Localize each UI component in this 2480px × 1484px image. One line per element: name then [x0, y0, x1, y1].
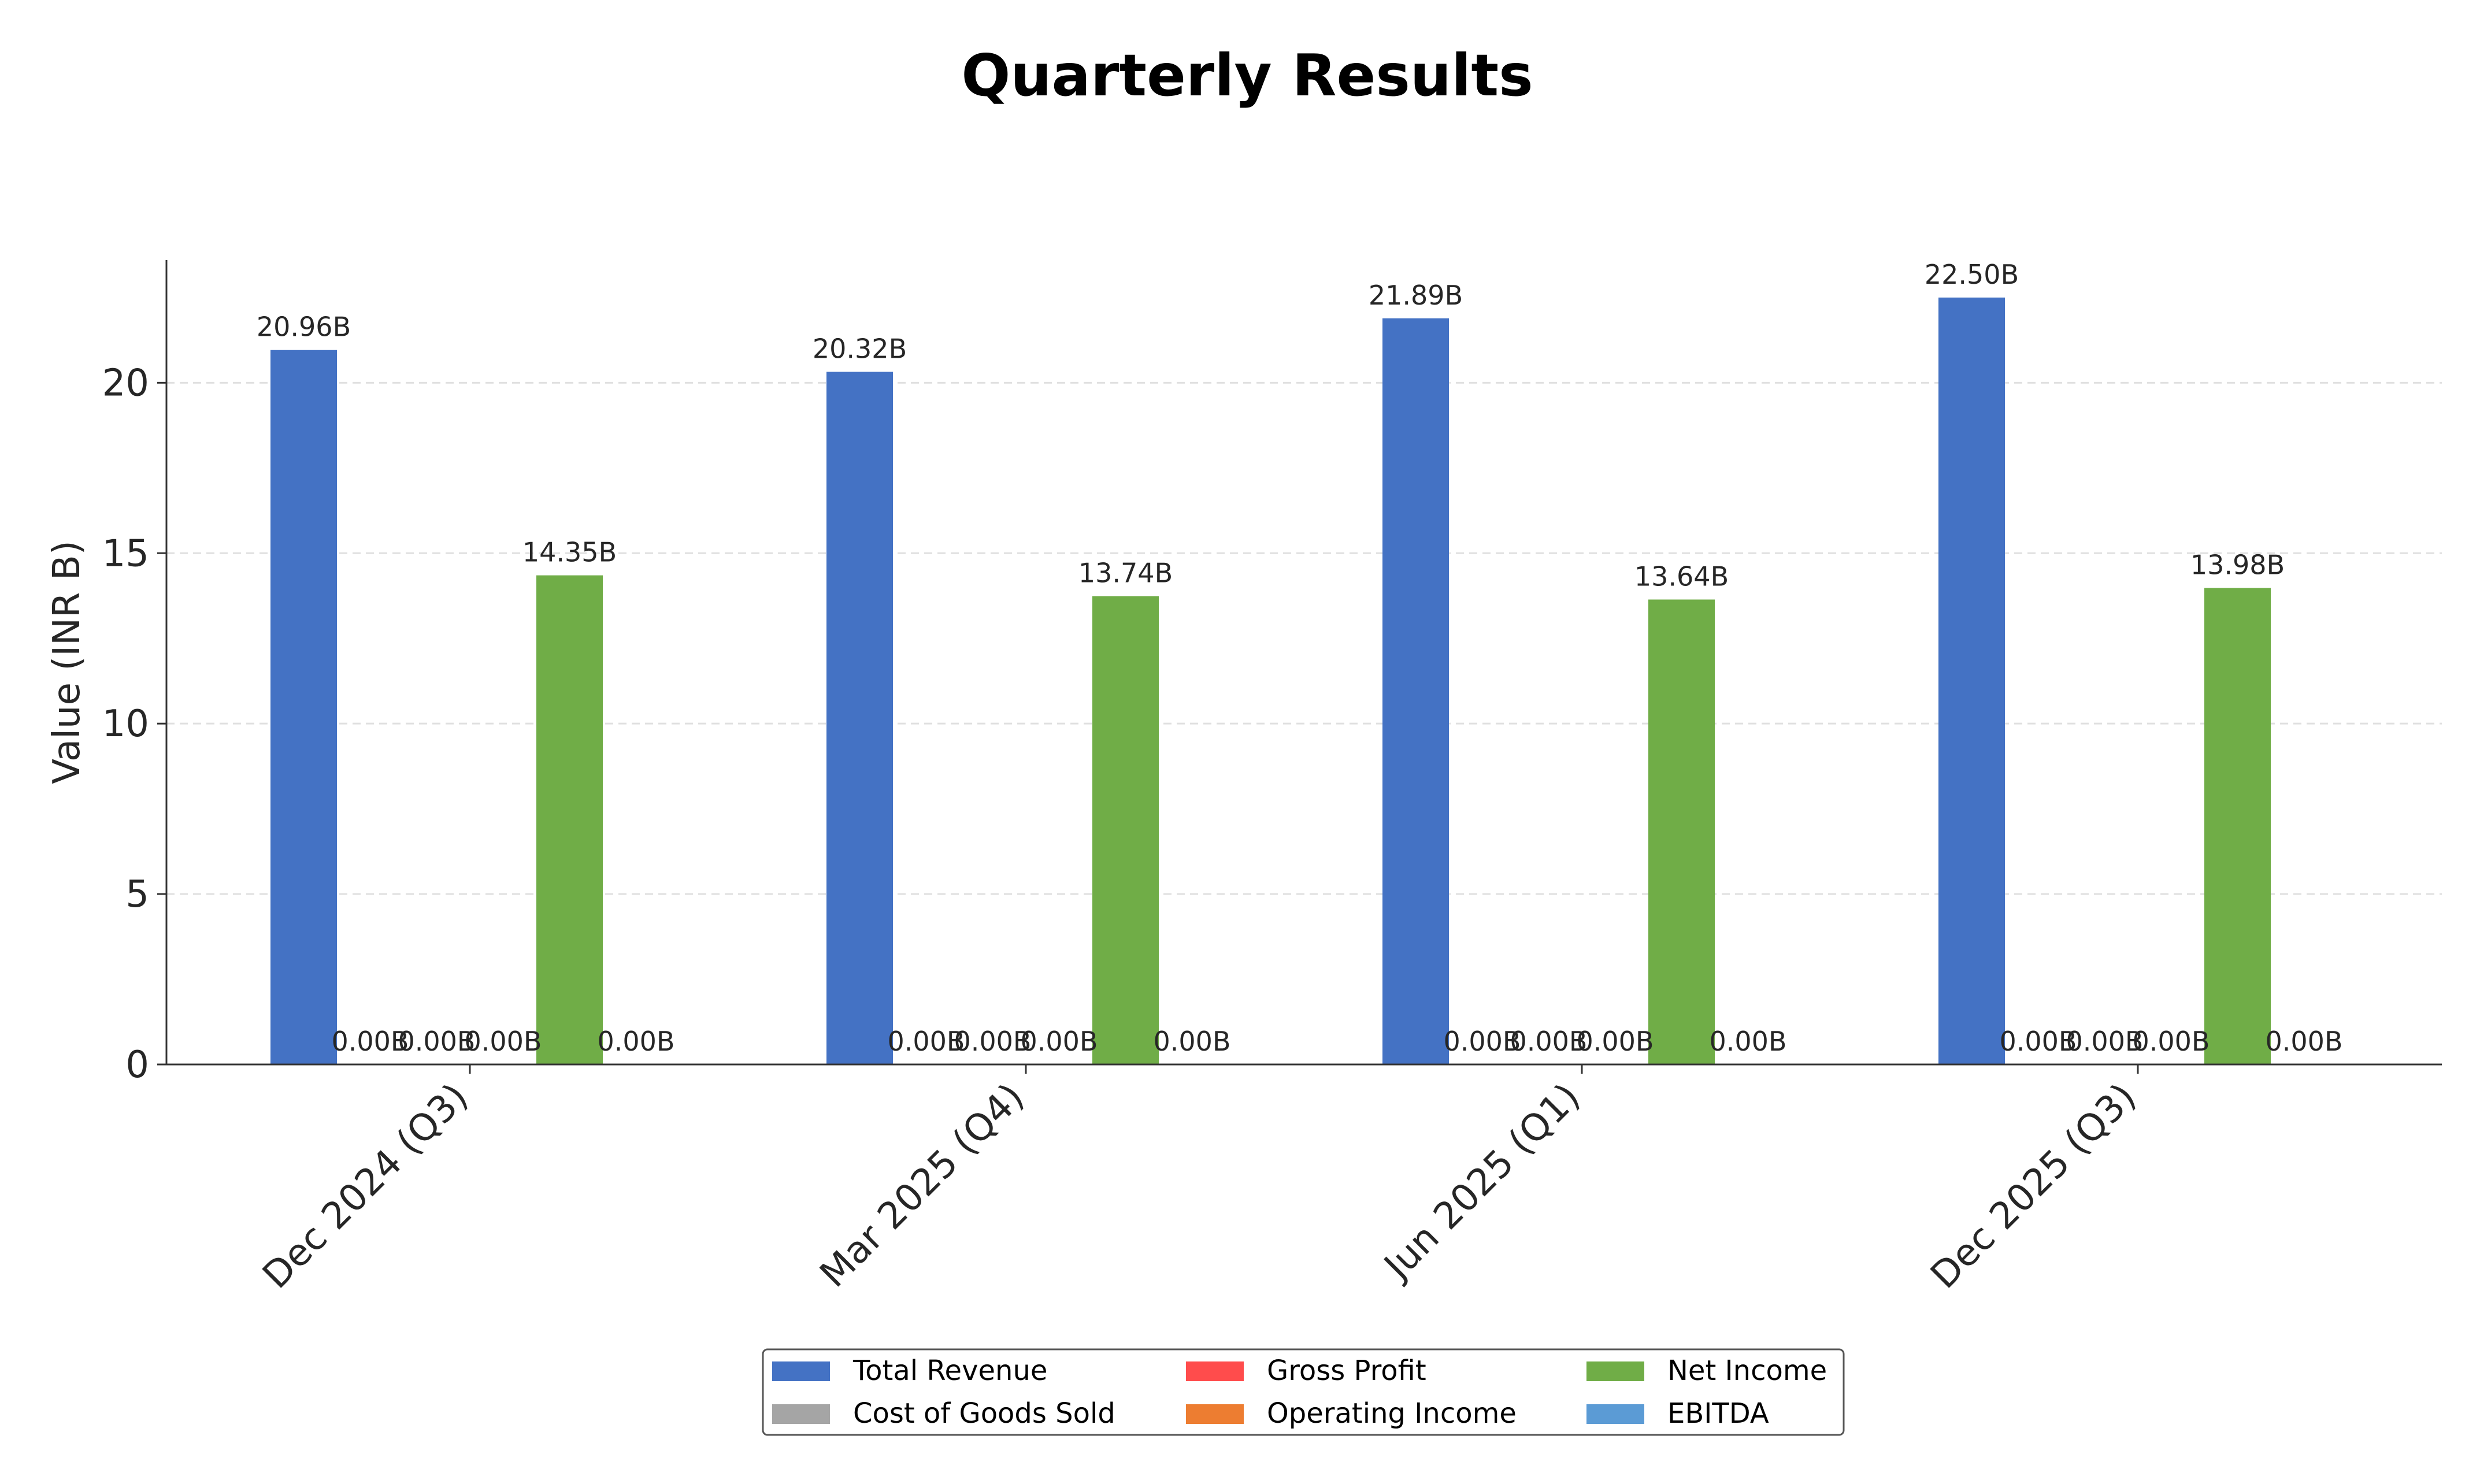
legend-label: Gross Profit	[1267, 1355, 1426, 1387]
legend-swatch	[1586, 1361, 1644, 1381]
y-axis-label: Value (INR B)	[46, 540, 88, 784]
bar	[1382, 318, 1449, 1064]
data-label: 0.00B	[2000, 1026, 2077, 1057]
data-label: 0.00B	[1154, 1026, 1231, 1057]
data-label: 0.00B	[954, 1026, 1032, 1057]
data-label: 0.00B	[1577, 1026, 1654, 1057]
data-labels: 20.96B0.00B0.00B0.00B14.35B0.00B20.32B0.…	[257, 259, 2343, 1057]
y-tick-label: 20	[102, 362, 149, 405]
data-label: 0.00B	[598, 1026, 675, 1057]
axes	[165, 260, 2442, 1066]
data-label: 0.00B	[1710, 1026, 1787, 1057]
data-label: 0.00B	[2266, 1026, 2343, 1057]
y-tick-label: 10	[102, 703, 149, 745]
x-tick-label: Dec 2024 (Q3)	[255, 1075, 477, 1297]
y-tick-label: 0	[125, 1044, 149, 1086]
bar	[1938, 297, 2005, 1064]
bar	[1648, 599, 1715, 1064]
legend[interactable]: Total Revenue Cost of Goods Sold Gross Pro…	[762, 1348, 1845, 1436]
data-label: 20.96B	[257, 311, 351, 343]
data-label: 0.00B	[1021, 1026, 1098, 1057]
legend-label: EBITDA	[1667, 1397, 1769, 1430]
x-ticks: Dec 2024 (Q3) Mar 2025 (Q4) Jun 2025 (Q1) D…	[255, 1064, 2145, 1297]
data-label: 13.98B	[2190, 549, 2285, 580]
data-label: 20.32B	[813, 333, 907, 364]
data-label: 21.89B	[1369, 280, 1463, 311]
bar	[270, 350, 337, 1064]
bar	[826, 372, 893, 1065]
legend-label: Net Income	[1667, 1355, 1827, 1387]
y-tick-label: 15	[102, 532, 149, 575]
y-tick-label: 5	[125, 873, 149, 916]
data-label: 0.00B	[1510, 1026, 1588, 1057]
legend-label: Cost of Goods Sold	[853, 1397, 1115, 1430]
bar	[2204, 588, 2271, 1064]
bar	[536, 575, 603, 1064]
bars	[270, 297, 2271, 1065]
legend-swatch	[1186, 1361, 1244, 1381]
data-label: 0.00B	[398, 1026, 476, 1057]
x-tick-label: Dec 2025 (Q3)	[1923, 1075, 2145, 1297]
bar	[1092, 596, 1159, 1064]
data-label: 14.35B	[522, 537, 617, 568]
y-ticks: 0 5 10 15 20	[102, 362, 166, 1086]
data-label: 13.74B	[1078, 558, 1173, 589]
data-label: 0.00B	[2066, 1026, 2144, 1057]
legend-swatch	[772, 1404, 830, 1424]
x-tick-label: Jun 2025 (Q1)	[1375, 1075, 1589, 1289]
chart-title: Quarterly Results	[961, 42, 1533, 109]
legend-label: Operating Income	[1267, 1397, 1517, 1430]
legend-swatch	[1586, 1404, 1644, 1424]
legend-label: Total Revenue	[852, 1355, 1047, 1387]
data-label: 0.00B	[888, 1026, 965, 1057]
data-label: 0.00B	[1444, 1026, 1521, 1057]
legend-swatch	[1186, 1404, 1244, 1424]
legend-frame	[762, 1348, 1845, 1436]
data-label: 0.00B	[2133, 1026, 2210, 1057]
data-label: 22.50B	[1925, 259, 2019, 290]
legend-swatch	[772, 1361, 830, 1381]
x-tick-label: Mar 2025 (Q4)	[812, 1075, 1032, 1296]
data-label: 0.00B	[465, 1026, 542, 1057]
data-label: 13.64B	[1634, 561, 1729, 592]
grid-lines	[166, 381, 2442, 895]
data-label: 0.00B	[332, 1026, 409, 1057]
